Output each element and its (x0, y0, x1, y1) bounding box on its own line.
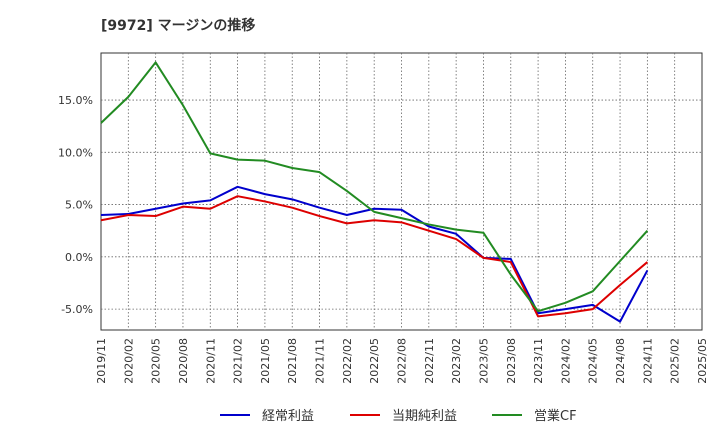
x-tick-label: 2023/08 (505, 338, 518, 384)
x-tick-label: 2023/02 (450, 338, 463, 384)
y-tick-label: 15.0% (58, 94, 93, 107)
x-tick-label: 2020/02 (122, 338, 135, 384)
x-tick-label: 2024/08 (614, 338, 627, 384)
x-tick-label: 2024/02 (559, 338, 572, 384)
legend: 経常利益 当期純利益 営業CF (220, 408, 577, 424)
legend-label: 経常利益 (262, 409, 314, 424)
y-tick-label: 0.0% (65, 251, 93, 264)
x-tick-label: 2021/11 (314, 338, 327, 384)
x-tick-label: 2023/11 (532, 338, 545, 384)
x-tick-label: 2024/05 (587, 338, 600, 384)
x-tick-label: 2022/02 (341, 338, 354, 384)
legend-label: 当期純利益 (392, 409, 457, 424)
y-tick-label: -5.0% (61, 303, 93, 316)
x-tick-label: 2020/05 (150, 338, 163, 384)
x-tick-label: 2025/05 (696, 338, 709, 384)
grid-lines (101, 53, 702, 330)
x-tick-label: 2021/08 (286, 338, 299, 384)
x-tick-label: 2021/02 (232, 338, 245, 384)
legend-label: 営業CF (534, 408, 577, 424)
x-tick-label: 2025/02 (669, 338, 682, 384)
series-line (100, 185, 649, 323)
y-tick-label: 10.0% (58, 146, 93, 159)
x-axis-ticks: 2019/11 2020/02 2020/05 2020/08 2020/11 2021/… (95, 338, 709, 384)
chart-title: [9972] マージンの推移 (101, 17, 255, 34)
x-tick-label: 2022/05 (368, 338, 381, 384)
y-tick-label: 5.0% (65, 199, 93, 212)
x-tick-label: 2024/11 (641, 338, 654, 384)
y-axis-ticks: -5.0% 0.0% 5.0% 10.0% 15.0% (58, 94, 93, 316)
x-tick-label: 2020/11 (204, 338, 217, 384)
series-line (100, 61, 649, 313)
x-tick-label: 2021/05 (259, 338, 272, 384)
x-tick-label: 2020/08 (177, 338, 190, 384)
series-line (100, 195, 649, 318)
x-tick-label: 2022/11 (423, 338, 436, 384)
x-tick-label: 2023/05 (477, 338, 490, 384)
x-tick-label: 2019/11 (95, 338, 108, 384)
x-tick-label: 2022/08 (396, 338, 409, 384)
series-lines (100, 61, 649, 323)
